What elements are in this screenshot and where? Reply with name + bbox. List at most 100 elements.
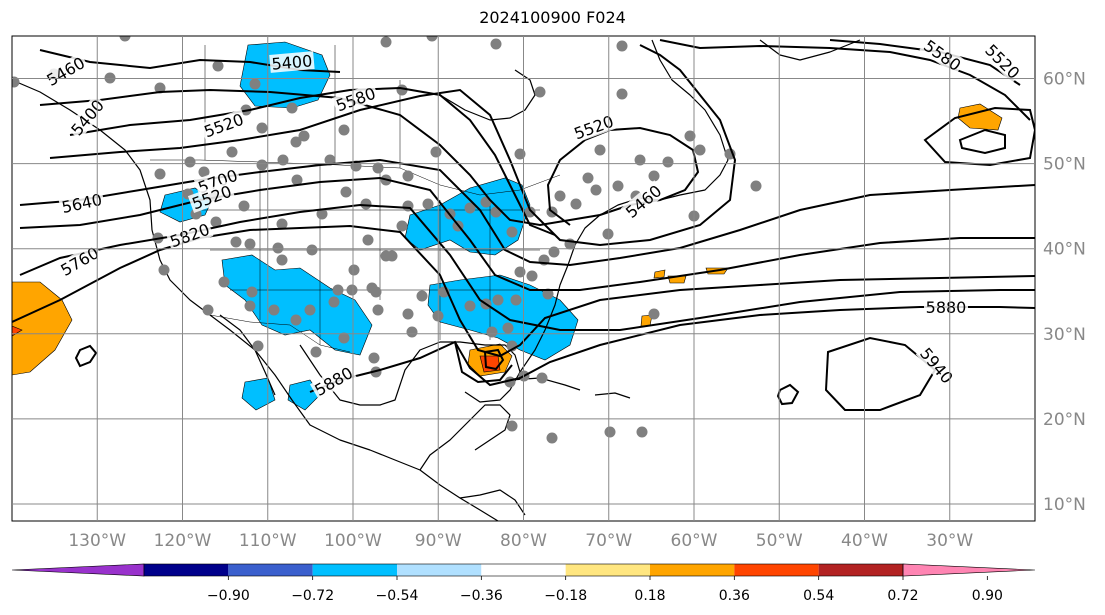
station-marker bbox=[298, 130, 310, 142]
station-marker bbox=[662, 156, 674, 168]
station-marker bbox=[212, 60, 224, 72]
station-marker bbox=[277, 154, 289, 166]
longitude-tick-label: 130°W bbox=[68, 531, 126, 551]
station-marker bbox=[370, 286, 382, 298]
colorbar-tick-label: −0.18 bbox=[544, 588, 587, 604]
station-marker bbox=[340, 186, 352, 198]
contour-5700 bbox=[19, 176, 1035, 291]
colorbar-segment bbox=[818, 564, 903, 576]
station-marker bbox=[158, 264, 170, 276]
longitude-tick-label: 100°W bbox=[324, 531, 382, 551]
contour-5940-ring bbox=[824, 336, 937, 411]
longitude-tick-label: 110°W bbox=[239, 531, 297, 551]
colorbar-segment bbox=[650, 564, 735, 576]
colorbar-tick-label: 0.90 bbox=[972, 588, 1003, 604]
colorbar-extend-high bbox=[902, 563, 1036, 577]
coast-east-us bbox=[519, 159, 729, 373]
borders bbox=[150, 45, 561, 353]
station-marker bbox=[244, 300, 256, 312]
colorbar-segment bbox=[481, 564, 566, 576]
station-marker bbox=[548, 246, 560, 258]
colorbar-tick-label: 0.36 bbox=[719, 588, 750, 604]
station-marker bbox=[338, 124, 350, 136]
station-marker bbox=[154, 82, 166, 94]
station-marker bbox=[506, 226, 518, 238]
station-marker bbox=[202, 304, 214, 316]
latitude-tick-label: 50°N bbox=[1043, 155, 1086, 175]
station-marker bbox=[648, 308, 660, 320]
graticule bbox=[12, 36, 1035, 521]
coast-central-america bbox=[459, 489, 526, 516]
station-marker bbox=[380, 36, 392, 48]
station-marker bbox=[416, 290, 428, 302]
contour-5460-ring bbox=[958, 128, 1006, 155]
shade-east-pacific bbox=[12, 281, 73, 376]
station-marker bbox=[310, 346, 322, 358]
station-marker bbox=[246, 286, 258, 298]
contour-5880-low bbox=[454, 341, 513, 384]
coast-yucatan bbox=[419, 404, 511, 471]
colorbar-tick-label: −0.90 bbox=[207, 588, 250, 604]
station-marker bbox=[386, 250, 398, 262]
station-marker bbox=[184, 156, 196, 168]
contour-label: 5520 bbox=[189, 182, 234, 214]
station-marker bbox=[514, 148, 526, 160]
station-marker bbox=[554, 190, 566, 202]
longitude-tick-label: 120°W bbox=[154, 531, 212, 551]
latitude-tick-label: 40°N bbox=[1043, 240, 1086, 260]
station-marker bbox=[480, 196, 492, 208]
shade-mexico bbox=[241, 377, 276, 411]
station-marker bbox=[12, 76, 20, 88]
contour-5520-west bbox=[69, 86, 556, 236]
contour-5580-west bbox=[49, 44, 737, 247]
station-marker bbox=[464, 300, 476, 312]
station-marker bbox=[244, 238, 256, 250]
contour-label: 5400 bbox=[271, 51, 313, 73]
colorbar-tick-label: −0.72 bbox=[291, 588, 334, 604]
colorbar bbox=[11, 563, 1036, 577]
station-marker bbox=[198, 166, 210, 178]
station-marker bbox=[238, 200, 250, 212]
station-marker bbox=[490, 206, 502, 218]
contour-label: 5520 bbox=[571, 112, 616, 144]
station-marker bbox=[502, 322, 514, 334]
station-marker bbox=[422, 198, 434, 210]
station-marker bbox=[694, 144, 706, 156]
contour-label: 5460 bbox=[43, 53, 88, 90]
station-marker bbox=[514, 266, 526, 278]
colorbar-segment bbox=[734, 564, 819, 576]
coast-cuba bbox=[489, 377, 581, 391]
latitude-tick-label: 30°N bbox=[1043, 325, 1086, 345]
station-marker bbox=[372, 162, 384, 174]
map-title: 2024100900 F024 bbox=[479, 8, 626, 27]
station-marker bbox=[256, 122, 268, 134]
station-marker bbox=[634, 154, 646, 166]
colorbar-tick-label: 0.18 bbox=[634, 588, 665, 604]
colorbar-tick-label: 0.54 bbox=[803, 588, 834, 604]
station-marker bbox=[636, 426, 648, 438]
station-marker bbox=[256, 159, 268, 171]
contour-label: 5880 bbox=[926, 298, 967, 317]
contour-label: 5520 bbox=[201, 110, 246, 142]
station-marker bbox=[590, 184, 602, 196]
station-marker bbox=[594, 144, 606, 156]
coast-gulf-of-mexico bbox=[299, 341, 521, 406]
station-marker bbox=[542, 288, 554, 300]
station-marker bbox=[368, 352, 380, 364]
contour-label: 5820 bbox=[167, 220, 212, 252]
colorbar-tick-label: 0.72 bbox=[887, 588, 918, 604]
station-marker bbox=[570, 198, 582, 210]
station-marker bbox=[750, 180, 762, 192]
station-marker bbox=[426, 36, 438, 42]
coastlines bbox=[12, 39, 861, 521]
coast-hispaniola bbox=[594, 392, 631, 399]
station-marker bbox=[210, 216, 222, 228]
station-marker bbox=[316, 208, 328, 220]
station-marker bbox=[582, 172, 594, 184]
longitude-tick-label: 50°W bbox=[756, 531, 803, 551]
station-marker bbox=[536, 372, 548, 384]
coast-hudson bbox=[439, 69, 536, 121]
station-marker bbox=[249, 78, 261, 90]
positive-shading bbox=[12, 103, 1003, 377]
